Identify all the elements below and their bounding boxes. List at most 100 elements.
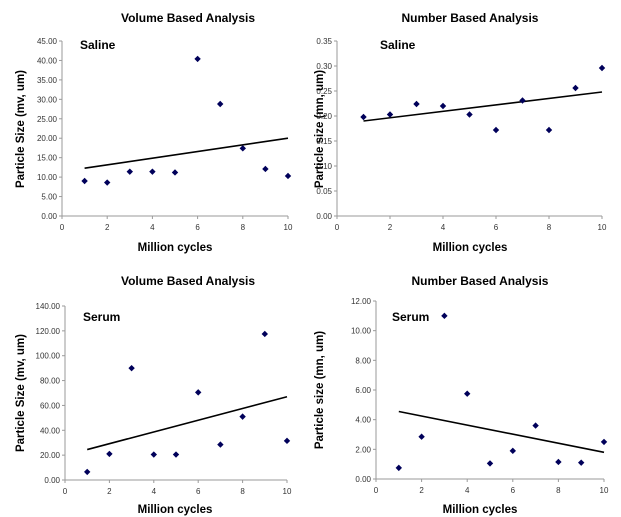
data-point (413, 100, 420, 108)
data-point (439, 102, 447, 110)
chart-title: Volume Based Analysis (121, 274, 255, 288)
y-tick-label: 4.00 (355, 416, 371, 425)
chart-title: Number Based Analysis (402, 11, 539, 25)
x-tick-label: 10 (283, 487, 292, 496)
x-tick-label: 10 (600, 486, 609, 495)
x-tick-label: 8 (556, 486, 561, 495)
x-tick-label: 6 (511, 486, 516, 495)
x-tick-label: 2 (105, 223, 110, 232)
data-point (84, 468, 91, 476)
data-point (195, 389, 202, 396)
data-point (360, 113, 367, 121)
y-axis-label: Particle Size (mv, um) (15, 70, 27, 188)
x-axis-label: Million cycles (443, 504, 518, 516)
y-axis-label: Particle size (mn, um) (314, 70, 326, 188)
data-point (395, 464, 402, 472)
data-point (171, 169, 179, 176)
y-tick-label: 45.00 (37, 37, 58, 46)
x-tick-label: 6 (494, 223, 499, 232)
y-tick-label: 6.00 (355, 386, 371, 395)
y-tick-label: 80.00 (40, 377, 61, 386)
trendline (398, 410, 605, 454)
x-tick-label: 0 (335, 223, 340, 232)
data-point (172, 451, 180, 458)
chart-title: Volume Based Analysis (121, 11, 255, 25)
y-tick-label: 60.00 (40, 401, 61, 410)
trendline (86, 395, 288, 451)
x-tick-label: 4 (465, 486, 470, 495)
x-tick-label: 8 (547, 223, 552, 232)
x-tick-label: 10 (284, 223, 293, 232)
y-tick-label: 0.00 (355, 475, 371, 484)
y-tick-label: 140.00 (36, 302, 61, 311)
y-tick-label: 30.00 (37, 95, 58, 104)
x-tick-label: 6 (195, 223, 200, 232)
data-point (194, 55, 201, 63)
y-tick-label: 120.00 (36, 327, 61, 336)
data-point (464, 390, 471, 397)
data-point (261, 330, 268, 338)
data-point (239, 413, 246, 420)
x-tick-label: 2 (419, 486, 424, 495)
y-tick-label: 20.00 (37, 134, 58, 143)
chart-annotation: Serum (392, 310, 429, 324)
data-point (598, 64, 606, 72)
y-tick-label: 0.30 (316, 62, 332, 71)
data-point (81, 177, 88, 185)
y-tick-label: 0.20 (316, 112, 332, 121)
x-tick-label: 8 (241, 223, 246, 232)
x-tick-label: 10 (598, 223, 607, 232)
x-tick-label: 0 (374, 486, 379, 495)
data-point (262, 165, 269, 173)
y-tick-label: 0.05 (316, 187, 332, 196)
y-tick-label: 35.00 (37, 76, 58, 85)
chart-annotation: Serum (83, 310, 120, 324)
data-point (532, 422, 539, 429)
x-tick-label: 0 (63, 487, 68, 496)
y-tick-label: 0.00 (44, 476, 60, 485)
data-point (217, 100, 224, 108)
data-point (572, 84, 579, 92)
data-point (578, 459, 585, 466)
x-tick-label: 2 (388, 223, 393, 232)
data-point (386, 111, 394, 118)
y-tick-label: 40.00 (40, 426, 61, 435)
chart-annotation: Saline (380, 38, 416, 52)
chart-title: Number Based Analysis (412, 274, 549, 288)
data-point (600, 438, 608, 446)
x-axis-label: Million cycles (138, 242, 213, 254)
y-tick-label: 2.00 (355, 445, 371, 454)
y-tick-label: 5.00 (41, 193, 57, 202)
data-point (486, 460, 494, 467)
x-tick-label: 4 (441, 223, 446, 232)
data-point (418, 433, 425, 440)
y-tick-label: 8.00 (355, 356, 371, 365)
data-point (284, 172, 292, 180)
y-tick-label: 10.00 (351, 327, 372, 336)
data-point (217, 441, 224, 448)
y-tick-label: 25.00 (37, 115, 58, 124)
data-point (239, 145, 246, 152)
x-axis-label: Million cycles (433, 242, 508, 254)
x-tick-label: 6 (196, 487, 201, 496)
y-tick-label: 0.25 (316, 87, 332, 96)
y-tick-label: 0.35 (316, 37, 332, 46)
y-tick-label: 0.00 (316, 212, 332, 221)
x-tick-label: 4 (152, 487, 157, 496)
y-tick-label: 20.00 (40, 451, 61, 460)
x-axis-label: Million cycles (138, 504, 213, 516)
data-point (150, 451, 157, 458)
y-tick-label: 100.00 (36, 352, 61, 361)
y-tick-label: 40.00 (37, 56, 58, 65)
data-point (441, 312, 448, 320)
y-tick-label: 0.10 (316, 162, 332, 171)
data-point (519, 97, 526, 104)
